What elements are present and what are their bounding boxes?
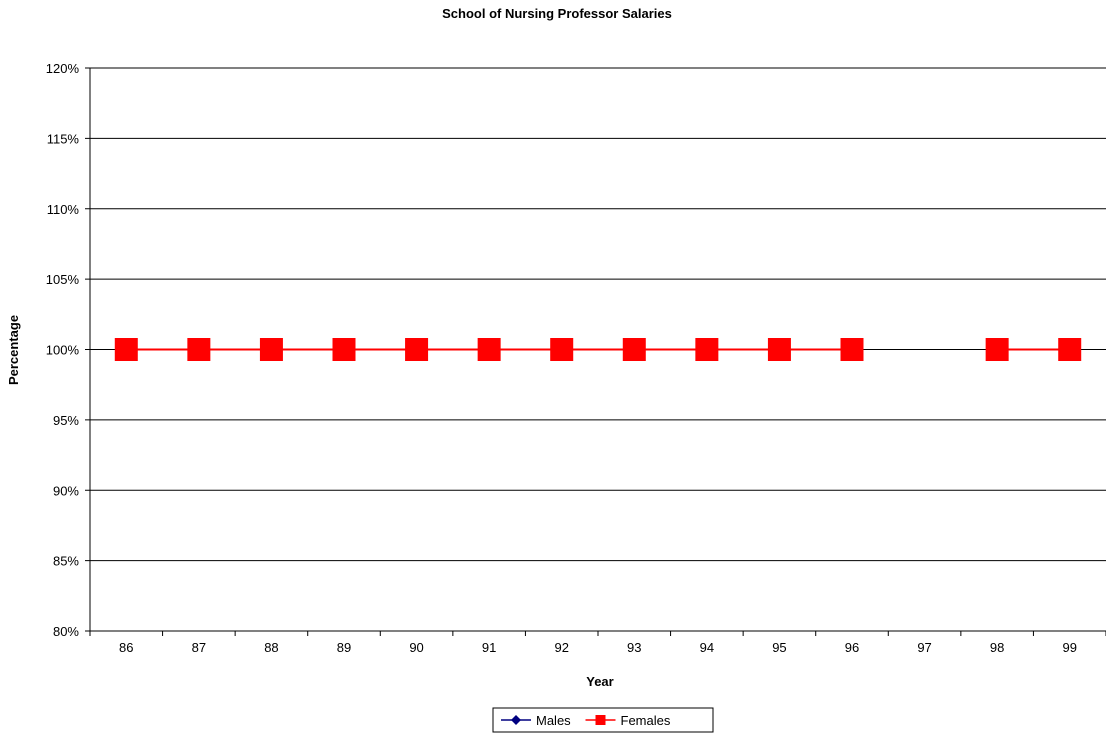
- y-tick-label: 95%: [53, 413, 79, 428]
- y-tick-label: 90%: [53, 483, 79, 498]
- x-tick-label: 91: [482, 640, 496, 655]
- data-point: [477, 338, 501, 361]
- data-point: [114, 338, 138, 361]
- data-point: [405, 338, 429, 361]
- x-tick-label: 97: [917, 640, 931, 655]
- data-point: [332, 338, 356, 361]
- data-point: [695, 338, 719, 361]
- y-tick-label: 80%: [53, 624, 79, 639]
- x-tick-label: 95: [772, 640, 786, 655]
- x-tick-label: 89: [337, 640, 351, 655]
- gridlines: [90, 67, 1106, 562]
- y-tick-label: 85%: [53, 554, 79, 569]
- y-axis-title: Percentage: [6, 315, 21, 385]
- legend-marker: [511, 715, 521, 725]
- data-point: [259, 338, 283, 361]
- chart-title: School of Nursing Professor Salaries: [442, 6, 672, 21]
- legend-label: Males: [536, 713, 571, 728]
- data-point: [767, 338, 791, 361]
- series-layer: [114, 338, 1082, 361]
- legend-item-males: Males: [501, 713, 571, 728]
- x-tick-label: 87: [192, 640, 206, 655]
- x-tick-label: 96: [845, 640, 859, 655]
- x-tick-label: 94: [700, 640, 714, 655]
- x-tick-label: 90: [409, 640, 423, 655]
- series-females: [114, 338, 1082, 361]
- x-tick-label: 98: [990, 640, 1004, 655]
- x-tick-label: 88: [264, 640, 278, 655]
- legend: Males Females: [492, 707, 714, 733]
- y-tick-label: 115%: [47, 131, 80, 146]
- x-tick-label: 92: [554, 640, 568, 655]
- data-point: [840, 338, 864, 361]
- y-tick-label: 100%: [46, 343, 80, 358]
- data-point: [985, 338, 1009, 361]
- y-tick-label: 110%: [47, 202, 80, 217]
- axes: 80% 85% 90% 95% 100% 105% 110% 115% 120% 86 87 88 89…: [46, 61, 1106, 655]
- x-tick-label: 93: [627, 640, 641, 655]
- x-tick-label: 99: [1062, 640, 1076, 655]
- legend-marker: [595, 715, 606, 725]
- x-axis-title: Year: [586, 674, 613, 689]
- data-point: [1058, 338, 1082, 361]
- data-point: [550, 338, 574, 361]
- y-tick-label: 105%: [46, 272, 80, 287]
- data-point: [187, 338, 211, 361]
- legend-label: Females: [621, 713, 671, 728]
- x-tick-label: 86: [119, 640, 133, 655]
- data-point: [622, 338, 646, 361]
- y-tick-label: 120%: [46, 61, 80, 76]
- legend-item-females: Females: [585, 713, 671, 728]
